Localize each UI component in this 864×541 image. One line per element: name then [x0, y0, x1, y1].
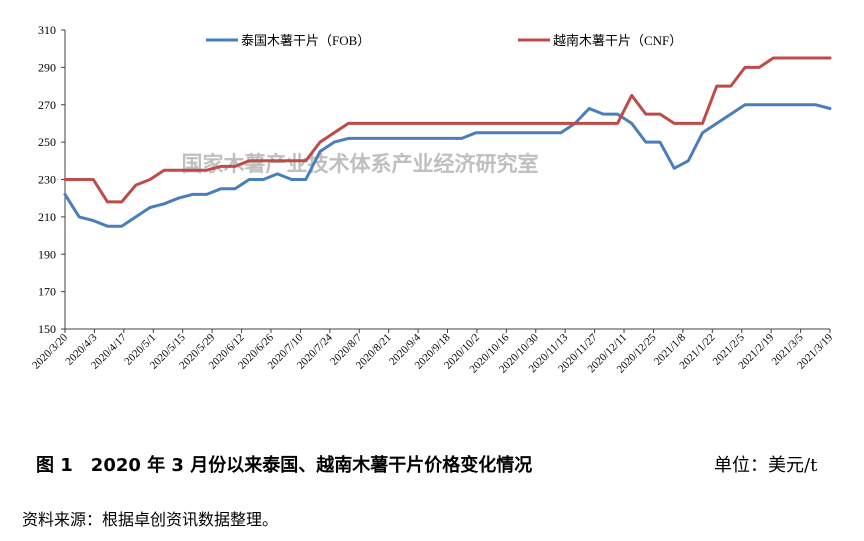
figure-title: 图 1 2020 年 3 月份以来泰国、越南木薯干片价格变化情况	[36, 455, 533, 476]
y-tick-label: 190	[38, 247, 56, 261]
y-tick-label: 210	[38, 210, 56, 224]
legend: 泰国木薯干片（FOB） 越南木薯干片（CNF）	[206, 33, 682, 48]
y-tick-label: 230	[38, 173, 56, 187]
y-tick-label: 310	[38, 23, 56, 37]
x-tick-label: 2020/3/20	[30, 331, 70, 371]
series-line-vietnam	[63, 56, 832, 204]
y-tick-label: 270	[38, 98, 56, 112]
unit-label: 单位：美元/t	[714, 455, 818, 476]
y-tick-label: 290	[38, 60, 56, 74]
axes: 1501701902102302502702903102020/3/202020…	[30, 23, 835, 376]
legend-label-vietnam: 越南木薯干片（CNF）	[553, 33, 682, 48]
price-line-chart: 国家木薯产业技术体系产业经济研究室 150 170 190 210 230 250 270 2…	[30, 23, 835, 376]
series-line-thailand	[63, 103, 832, 228]
source-note: 资料来源：根据卓创资讯数据整理。	[22, 510, 279, 529]
y-tick-label: 170	[38, 285, 56, 299]
legend-label-thailand: 泰国木薯干片（FOB）	[241, 33, 370, 48]
figure-caption: 图 1 2020 年 3 月份以来泰国、越南木薯干片价格变化情况 单位：美元/t	[36, 451, 846, 477]
series-lines	[63, 56, 832, 228]
y-tick-label: 150	[38, 322, 56, 336]
watermark-text: 国家木薯产业技术体系产业经济研究室	[182, 152, 539, 176]
y-tick-label: 250	[38, 135, 56, 149]
